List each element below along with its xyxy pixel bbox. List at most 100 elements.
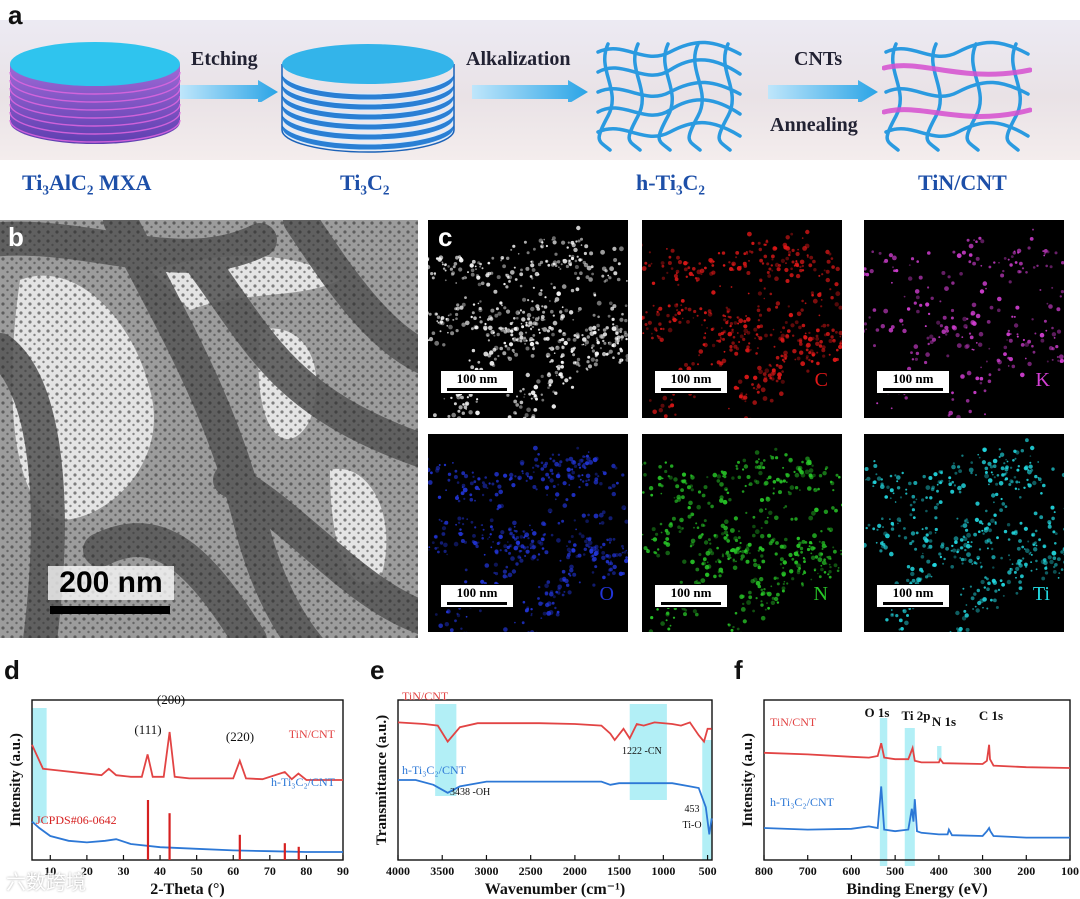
x-tick-label: 20 [81, 864, 93, 878]
eds-map-c: 100 nm C [642, 220, 842, 418]
x-axis-label: 2-Theta (°) [150, 881, 224, 898]
ti3c2-layered-illustration [281, 44, 455, 153]
panel-label-b: b [8, 222, 24, 252]
eds-map-haadf: 100 nm [428, 220, 628, 418]
x-tick-label: 3500 [430, 864, 454, 878]
eds-element-label: Ti [1032, 583, 1050, 605]
series-label-1: h-Ti₃C₂/CNT [402, 763, 467, 777]
series-line-0 [397, 721, 712, 744]
annotation-2: (220) [226, 729, 254, 744]
material-h-ti3c2: h-Ti₃C₂ [636, 170, 706, 195]
x-tick-label: 1000 [651, 864, 675, 878]
ftir-chart: 4000 3500 3000 2500 2000 1500 1000 500 TiN/CNT h-… [374, 689, 717, 898]
x-axis-label: Binding Energy (eV) [846, 881, 987, 898]
annotation-3: C 1s [979, 708, 1003, 723]
x-tick-label: 4000 [386, 864, 410, 878]
x-tick-label: 100 [1061, 864, 1079, 878]
series-line-0 [31, 731, 343, 781]
panel-label-d: d [4, 655, 20, 685]
eds-scale-bar: 100 nm [440, 584, 514, 608]
annotation-0: (111) [134, 722, 161, 737]
eds-element-label: O [599, 583, 614, 605]
tem-scale-label: 200 nm [48, 566, 174, 600]
xrd-chart: 10 20 30 40 50 60 70 80 90 TiN/CNT h-Ti₃C₂/CNT JCPD… [8, 692, 349, 898]
annotation-2: 453 [685, 804, 700, 815]
eds-signal [642, 229, 842, 418]
x-tick-label: 600 [842, 864, 860, 878]
x-tick-label: 300 [974, 864, 992, 878]
highlight-band [435, 704, 457, 796]
highlight-band [937, 746, 942, 760]
highlight-band [904, 728, 915, 866]
x-tick-label: 2000 [563, 864, 587, 878]
panel-label-e: e [370, 655, 385, 685]
step-cnts: CNTs [794, 48, 843, 70]
eds-scale-label: 100 nm [892, 371, 934, 386]
arrow-cnts-annealing [768, 80, 878, 102]
series-label-1: h-Ti₃C₂/CNT [271, 775, 336, 789]
series-line-0 [763, 742, 1071, 769]
x-tick-label: 80 [300, 864, 312, 878]
x-tick-label: 1500 [607, 864, 631, 878]
annotation-1: (200) [157, 692, 185, 707]
series-line-1 [763, 786, 1070, 839]
annotation-0: O 1s [865, 705, 890, 720]
panel-c-eds-maps: 100 nm 100 nm C 100 nm K 100 nm O 100 nm N 100 nm… [428, 220, 1080, 638]
eds-scale-label: 100 nm [456, 371, 498, 386]
panel-label-a: a [8, 0, 23, 30]
y-axis-label: Transmittance (a.u.) [374, 715, 390, 845]
x-tick-label: 500 [699, 864, 717, 878]
mxa-disc-illustration [9, 42, 181, 144]
x-tick-label: 30 [117, 864, 129, 878]
eds-scale-label: 100 nm [670, 371, 712, 386]
x-tick-label: 700 [799, 864, 817, 878]
series-label-0: TiN/CNT [402, 689, 449, 703]
annotation-3: Ti-O [682, 820, 701, 831]
eds-signal [864, 228, 1064, 418]
panel-b-tem-image: 200 nm b [0, 220, 418, 638]
step-alkalization: Alkalization [466, 48, 571, 70]
annotation-1: Ti 2p [901, 708, 930, 723]
x-tick-label: 60 [227, 864, 239, 878]
x-tick-label: 3000 [474, 864, 498, 878]
eds-scale-bar: 100 nm [440, 370, 514, 394]
watermark: 六数跨境 [6, 870, 86, 894]
eds-scale-label: 100 nm [456, 585, 498, 600]
series-label-0: TiN/CNT [770, 715, 817, 729]
eds-map-k: 100 nm K [864, 220, 1064, 418]
eds-element-label: N [813, 583, 828, 605]
x-axis-label: Wavenumber (cm⁻¹) [485, 881, 625, 898]
eds-scale-bar: 100 nm [654, 584, 728, 608]
series-label-0: TiN/CNT [289, 727, 336, 741]
annotation-2: N 1s [932, 714, 956, 729]
eds-map-o: 100 nm O [428, 434, 628, 632]
eds-signal [428, 445, 628, 632]
eds-map-ti: 100 nm Ti [864, 434, 1064, 632]
highlight-band [702, 740, 712, 860]
series-line-1 [31, 820, 343, 853]
highlight-band [32, 708, 47, 823]
annotation-0: 3438 -OH [450, 787, 490, 798]
x-tick-label: 90 [337, 864, 349, 878]
arrow-alkalization [472, 80, 588, 102]
material-tin-cnt: TiN/CNT [918, 170, 1007, 195]
eds-element-label: C [814, 369, 828, 391]
panel-a-schematic: a [0, 0, 1080, 212]
eds-scale-label: 100 nm [892, 585, 934, 600]
x-tick-label: 2500 [519, 864, 543, 878]
step-etching: Etching [191, 48, 258, 70]
arrow-etching [180, 80, 278, 102]
y-axis-label: Intensity (a.u.) [740, 733, 756, 827]
eds-map-n: 100 nm N [642, 434, 842, 632]
x-tick-label: 10 [44, 864, 56, 878]
x-tick-label: 200 [1017, 864, 1035, 878]
series-label-1: h-Ti₃C₂/CNT [770, 795, 835, 809]
eds-signal [642, 447, 842, 632]
y-axis-label: Intensity (a.u.) [8, 733, 24, 827]
eds-signal [428, 225, 628, 418]
eds-signal [864, 438, 1064, 632]
reference-label: JCPDS#06-0642 [36, 813, 117, 827]
x-tick-label: 800 [755, 864, 773, 878]
x-tick-label: 40 [154, 864, 166, 878]
highlight-band [879, 718, 888, 866]
